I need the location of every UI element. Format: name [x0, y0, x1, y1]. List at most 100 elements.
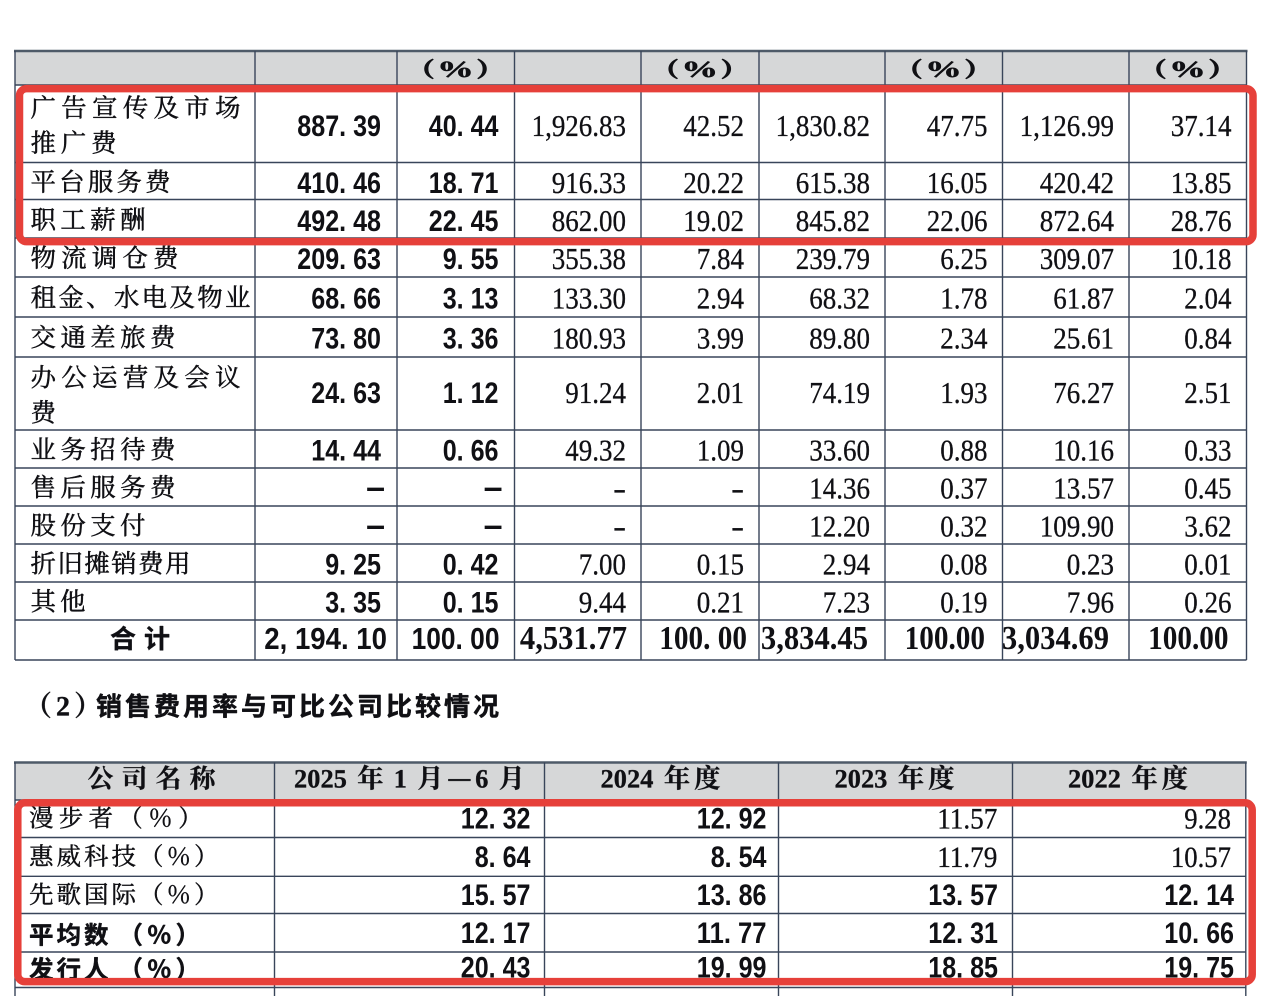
svg-text:47.75: 47.75: [927, 108, 988, 143]
svg-text:0.08: 0.08: [940, 547, 987, 582]
svg-text:10.18: 10.18: [1171, 241, 1232, 276]
svg-text:40. 44: 40. 44: [429, 110, 499, 143]
svg-text:19.02: 19.02: [683, 203, 744, 238]
svg-text:6.25: 6.25: [940, 241, 987, 276]
svg-text:24. 63: 24. 63: [311, 377, 381, 410]
svg-text:14.36: 14.36: [809, 471, 870, 506]
svg-text:37.14: 37.14: [1171, 108, 1232, 143]
svg-text:1,830.82: 1,830.82: [776, 108, 870, 143]
svg-text:420.42: 420.42: [1040, 165, 1114, 200]
svg-text:73. 80: 73. 80: [311, 323, 381, 356]
svg-text:0. 42: 0. 42: [443, 549, 499, 582]
svg-text:100.00: 100.00: [1148, 620, 1228, 657]
svg-text:13.57: 13.57: [1053, 471, 1114, 506]
svg-text:15. 57: 15. 57: [461, 879, 531, 912]
svg-text:1.93: 1.93: [940, 375, 987, 410]
svg-text:28.76: 28.76: [1171, 203, 1232, 238]
svg-text:2, 194. 10: 2, 194. 10: [264, 621, 387, 656]
svg-text:0.84: 0.84: [1184, 321, 1232, 356]
svg-text:22.06: 22.06: [927, 203, 988, 238]
svg-text:11. 77: 11. 77: [697, 917, 767, 950]
svg-text:12. 32: 12. 32: [461, 803, 531, 836]
svg-text:239.79: 239.79: [796, 241, 870, 276]
svg-text:13. 57: 13. 57: [928, 879, 998, 912]
svg-text:33.60: 33.60: [809, 433, 870, 468]
svg-text:3,034.69: 3,034.69: [1002, 620, 1109, 657]
svg-text:916.33: 916.33: [552, 165, 626, 200]
svg-text:9. 55: 9. 55: [443, 243, 499, 276]
svg-text:42.52: 42.52: [683, 108, 744, 143]
svg-text:18. 71: 18. 71: [429, 167, 499, 200]
svg-text:845.82: 845.82: [796, 203, 870, 238]
svg-text:12. 14: 12. 14: [1164, 879, 1234, 912]
svg-text:76.27: 76.27: [1053, 375, 1114, 410]
svg-text:2.04: 2.04: [1184, 281, 1232, 316]
svg-text:11.57: 11.57: [937, 803, 997, 836]
svg-text:1.09: 1.09: [697, 433, 744, 468]
svg-text:7.00: 7.00: [579, 547, 626, 582]
svg-text:49.32: 49.32: [565, 433, 626, 468]
svg-text:1.78: 1.78: [940, 281, 987, 316]
svg-text:615.38: 615.38: [796, 165, 870, 200]
svg-text:0. 66: 0. 66: [443, 435, 499, 468]
svg-text:100. 00: 100. 00: [412, 621, 500, 656]
svg-text:12. 92: 12. 92: [697, 803, 767, 836]
svg-text:0.45: 0.45: [1184, 471, 1231, 506]
svg-text:0.23: 0.23: [1067, 547, 1114, 582]
svg-text:68. 66: 68. 66: [311, 283, 381, 316]
svg-text:74.19: 74.19: [809, 375, 870, 410]
svg-text:3.99: 3.99: [697, 321, 744, 356]
svg-text:872.64: 872.64: [1040, 203, 1115, 238]
svg-text:–: –: [484, 469, 503, 507]
svg-text:3. 36: 3. 36: [443, 323, 499, 356]
svg-text:0.37: 0.37: [940, 471, 987, 506]
svg-text:1,126.99: 1,126.99: [1020, 108, 1114, 143]
svg-text:22. 45: 22. 45: [429, 205, 499, 238]
svg-text:9.44: 9.44: [579, 585, 627, 620]
svg-text:12. 17: 12. 17: [461, 917, 531, 950]
svg-text:16.05: 16.05: [927, 165, 988, 200]
svg-text:492. 48: 492. 48: [297, 205, 381, 238]
svg-text:0. 15: 0. 15: [443, 587, 499, 620]
svg-text:61.87: 61.87: [1053, 281, 1114, 316]
svg-text:89.80: 89.80: [809, 321, 870, 356]
svg-text:7.96: 7.96: [1067, 585, 1114, 620]
svg-text:0.33: 0.33: [1184, 433, 1231, 468]
svg-text:180.93: 180.93: [552, 321, 626, 356]
svg-text:11.79: 11.79: [937, 841, 997, 874]
svg-text:12. 31: 12. 31: [928, 917, 998, 950]
svg-text:0.15: 0.15: [697, 547, 744, 582]
svg-text:91.24: 91.24: [565, 375, 626, 410]
svg-text:8. 64: 8. 64: [475, 841, 531, 874]
svg-text:0.21: 0.21: [697, 585, 744, 620]
svg-text:2.94: 2.94: [697, 281, 745, 316]
svg-text:0.26: 0.26: [1184, 585, 1231, 620]
svg-text:0.32: 0.32: [940, 509, 987, 544]
svg-text:25.61: 25.61: [1053, 321, 1114, 356]
svg-text:–: –: [366, 507, 385, 545]
svg-text:2.51: 2.51: [1184, 375, 1231, 410]
svg-text:109.90: 109.90: [1040, 509, 1114, 544]
svg-text:862.00: 862.00: [552, 203, 626, 238]
svg-text:13.85: 13.85: [1171, 165, 1232, 200]
svg-text:13. 86: 13. 86: [697, 879, 767, 912]
svg-text:12.20: 12.20: [809, 509, 870, 544]
svg-text:1,926.83: 1,926.83: [532, 108, 626, 143]
svg-text:100.00: 100.00: [905, 620, 985, 657]
svg-text:9. 25: 9. 25: [325, 549, 381, 582]
svg-text:2.94: 2.94: [823, 547, 871, 582]
svg-text:4,531.77: 4,531.77: [520, 620, 627, 657]
svg-text:8. 54: 8. 54: [711, 841, 767, 874]
svg-text:3,834.45: 3,834.45: [761, 620, 868, 657]
svg-text:7.23: 7.23: [823, 585, 870, 620]
svg-text:209. 63: 209. 63: [297, 243, 381, 276]
svg-text:-: -: [731, 471, 744, 506]
svg-text:0.88: 0.88: [940, 433, 987, 468]
svg-text:10.57: 10.57: [1171, 841, 1231, 874]
svg-text:887. 39: 887. 39: [297, 110, 381, 143]
svg-text:–: –: [484, 507, 503, 545]
svg-text:1. 12: 1. 12: [443, 377, 499, 410]
svg-text:3. 35: 3. 35: [325, 587, 381, 620]
svg-text:2.34: 2.34: [940, 321, 988, 356]
svg-text:3.62: 3.62: [1184, 509, 1231, 544]
